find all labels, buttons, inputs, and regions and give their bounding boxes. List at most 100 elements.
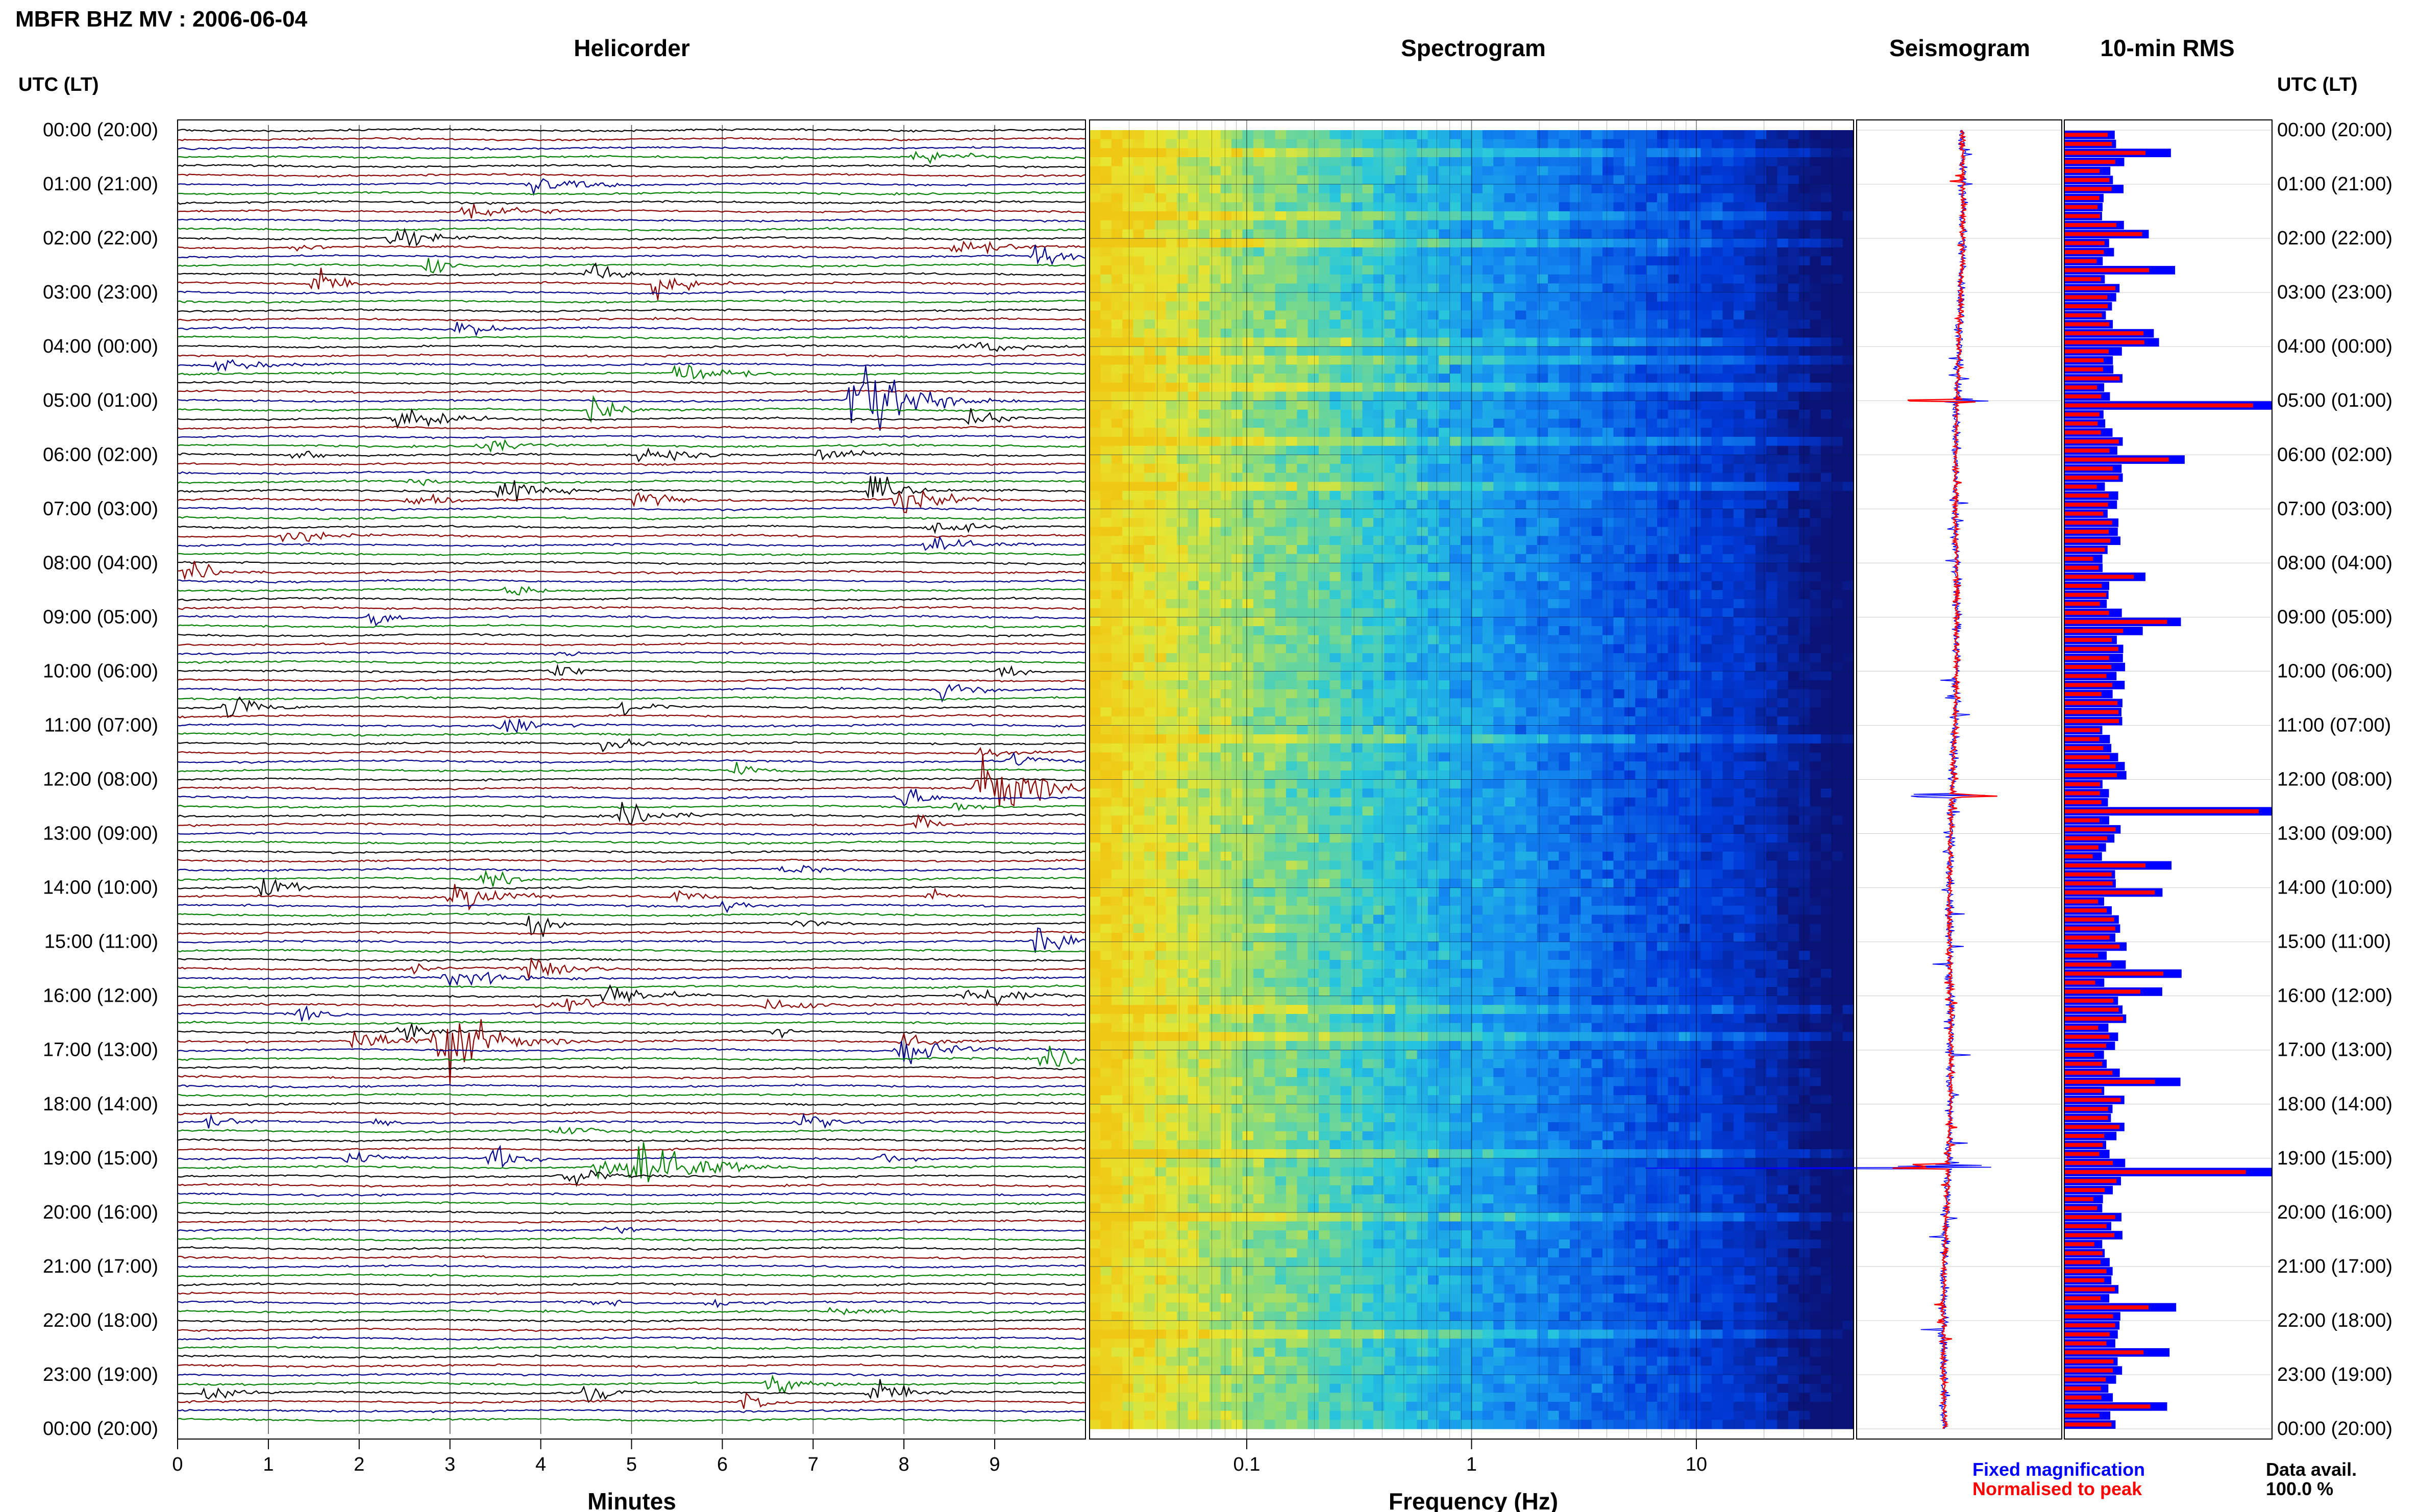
spectrogram-cell [1210, 590, 1221, 600]
spectrogram-cell [1679, 716, 1690, 726]
spectrogram-cell [1188, 644, 1199, 654]
spectrogram-cell [1646, 184, 1658, 194]
spectrogram-cell [1777, 428, 1789, 437]
spectrogram-cell [1744, 229, 1756, 239]
spectrogram-cell [1832, 599, 1843, 609]
spectrogram-cell [1799, 220, 1811, 230]
spectrogram-cell [1351, 148, 1363, 158]
spectrogram-cell [1624, 599, 1636, 609]
spectrogram-cell [1613, 509, 1625, 518]
spectrogram-cell [1231, 445, 1243, 455]
spectrogram-cell [1319, 455, 1330, 464]
spectrogram-cell [1449, 626, 1461, 636]
spectrogram-cell [1286, 283, 1298, 293]
spectrogram-cell [1799, 680, 1811, 690]
spectrogram-cell [1133, 725, 1145, 735]
spectrogram-cell [1220, 211, 1232, 221]
spectrogram-cell [1548, 635, 1560, 645]
spectrogram-cell [1657, 418, 1669, 428]
spectrogram-cell [1537, 238, 1548, 248]
spectrogram-cell [1559, 644, 1570, 654]
spectrogram-cell [1712, 545, 1723, 555]
spectrogram-cell [1428, 626, 1440, 636]
spectrogram-cell [1766, 536, 1778, 546]
spectrogram-cell [1319, 220, 1330, 230]
spectrogram-cell [1788, 382, 1799, 392]
spectrogram-cell [1842, 635, 1854, 645]
spectrogram-cell [1351, 572, 1363, 582]
spectrogram-cell [1581, 545, 1592, 555]
spectrogram-cell [1122, 139, 1134, 148]
spectrogram-cell [1548, 355, 1560, 365]
spectrogram-cell [1471, 436, 1483, 447]
spectrogram-cell [1428, 490, 1440, 501]
spectrogram-cell [1198, 581, 1211, 590]
spectrogram-cell [1188, 391, 1199, 401]
spectrogram-cell [1700, 590, 1712, 600]
spectrogram-cell [1559, 716, 1570, 726]
spectrogram-cell [1733, 428, 1745, 437]
spectrogram-cell [1526, 490, 1538, 501]
spectrogram-cell [1220, 319, 1232, 329]
spectrogram-cell [1712, 337, 1723, 347]
spectrogram-cell [1799, 193, 1811, 203]
spectrogram-cell [1351, 310, 1363, 320]
spectrogram-cell [1591, 382, 1603, 392]
spectrogram-cell [1362, 436, 1374, 447]
spectrogram-cell [1493, 707, 1505, 717]
spectrogram-cell [1307, 689, 1319, 699]
spectrogram-cell [1210, 175, 1221, 185]
spectrogram-cell [1384, 482, 1396, 491]
helicorder-trace [177, 1219, 1086, 1224]
spectrogram-cell [1220, 509, 1232, 518]
spectrogram-cell [1471, 554, 1483, 563]
spectrogram-cell [1832, 418, 1843, 428]
spectrogram-cell [1417, 202, 1428, 212]
spectrogram-cell [1602, 310, 1614, 320]
spectrogram-cell [1122, 355, 1134, 365]
spectrogram-cell [1439, 473, 1450, 482]
spectrogram-cell [1570, 554, 1582, 563]
spectrogram-cell [1362, 707, 1374, 717]
spectrogram-cell [1286, 193, 1298, 203]
spectrogram-cell [1210, 698, 1221, 708]
spectrogram-cell [1712, 364, 1723, 374]
spectrogram-cell [1537, 445, 1548, 455]
spectrogram-cell [1842, 563, 1854, 573]
spectrogram-cell [1700, 220, 1712, 230]
spectrogram-cell [1537, 707, 1548, 717]
spectrogram-cell [1842, 536, 1854, 546]
spectrogram-cell [1635, 283, 1647, 293]
spectrogram-cell [1515, 599, 1527, 609]
spectrogram-cell [1090, 689, 1101, 699]
spectrogram-cell [1777, 319, 1789, 329]
spectrogram-cell [1373, 617, 1385, 627]
spectrogram-cell [1690, 211, 1701, 221]
spectrogram-cell [1624, 148, 1636, 158]
spectrogram-cell [1755, 698, 1767, 708]
spectrogram-cell [1482, 608, 1494, 617]
spectrogram-cell [1417, 220, 1428, 230]
spectrogram-cell [1166, 698, 1177, 708]
spectrogram-cell [1384, 527, 1396, 536]
spectrogram-cell [1307, 418, 1319, 428]
spectrogram-cell [1461, 418, 1472, 428]
spectrogram-cell [1777, 401, 1789, 410]
spectrogram-cell [1820, 202, 1832, 212]
spectrogram-cell [1832, 409, 1843, 419]
spectrogram-cell [1100, 319, 1112, 329]
spectrogram-cell [1559, 157, 1570, 167]
spectrogram-cell [1559, 274, 1570, 284]
spectrogram-cell [1700, 599, 1712, 609]
spectrogram-cell [1384, 148, 1396, 158]
spectrogram-cell [1493, 283, 1505, 293]
spectrogram-cell [1198, 635, 1211, 645]
spectrogram-cell [1406, 509, 1418, 518]
spectrogram-cell [1635, 292, 1647, 302]
spectrogram-cell [1198, 725, 1211, 735]
spectrogram-cell [1810, 139, 1821, 148]
spectrogram-cell [1395, 473, 1406, 482]
spectrogram-cell [1417, 563, 1428, 573]
spectrogram-cell [1591, 256, 1603, 266]
spectrogram-cell [1090, 292, 1101, 302]
